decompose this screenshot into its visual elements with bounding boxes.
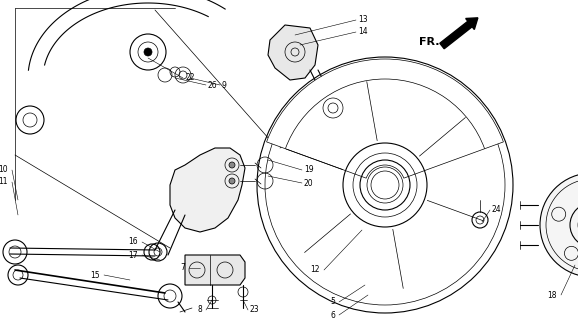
Text: 10: 10	[0, 165, 8, 174]
Text: 12: 12	[310, 266, 320, 275]
Text: 23: 23	[250, 306, 260, 315]
Polygon shape	[185, 255, 245, 285]
Text: 6: 6	[330, 310, 335, 319]
Text: 26: 26	[208, 81, 218, 90]
Text: 13: 13	[358, 15, 368, 25]
Text: FR.: FR.	[420, 37, 440, 47]
Circle shape	[540, 173, 578, 277]
Text: 20: 20	[304, 179, 314, 188]
FancyArrow shape	[440, 18, 478, 49]
Text: 11: 11	[0, 178, 8, 187]
Wedge shape	[266, 59, 503, 178]
Text: 15: 15	[90, 270, 100, 279]
Text: 5: 5	[330, 298, 335, 307]
Text: 8: 8	[197, 306, 202, 315]
Text: 19: 19	[304, 165, 314, 174]
Polygon shape	[170, 148, 245, 232]
Text: 18: 18	[547, 291, 557, 300]
Polygon shape	[268, 25, 318, 80]
Circle shape	[229, 162, 235, 168]
Text: 7: 7	[180, 263, 185, 273]
Text: 16: 16	[128, 237, 138, 246]
Text: 24: 24	[492, 205, 502, 214]
Text: 14: 14	[358, 28, 368, 36]
Text: 22: 22	[185, 74, 195, 83]
Circle shape	[229, 178, 235, 184]
Circle shape	[144, 48, 152, 56]
Text: 17: 17	[128, 251, 138, 260]
Text: 9: 9	[222, 81, 227, 90]
